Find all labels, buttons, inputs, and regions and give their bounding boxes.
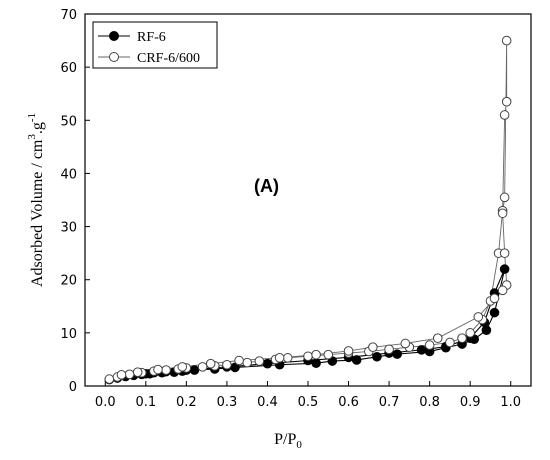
y-tick-label: 20	[60, 274, 77, 289]
data-point-crf6-600	[343, 346, 354, 356]
data-point-rf6	[351, 355, 362, 365]
panel-annotation: (A)	[254, 176, 279, 196]
axis-ticks: 0.0 0.1 0.2 0.3 0.4 0.5 0.6 0.7 0.8 0.9 1.0 0 10 20 30…	[60, 8, 521, 410]
data-point-rf6	[489, 307, 500, 318]
x-tick-label: 0.1	[135, 395, 156, 410]
x-tick-label: 0.6	[338, 395, 359, 410]
data-point-crf6-600	[177, 362, 188, 372]
data-point-crf6-600	[153, 364, 163, 375]
data-point-crf6-600	[303, 351, 313, 362]
x-axis-title-base: P/P	[274, 431, 296, 448]
y-tick-label: 60	[60, 61, 77, 76]
data-point-crf6-600	[124, 369, 135, 380]
x-tick-label: 0.0	[95, 395, 116, 410]
data-point-rf6	[499, 264, 510, 274]
data-point-crf6-600	[489, 293, 500, 304]
series-layer	[104, 35, 512, 385]
legend-marker-rf6	[109, 31, 119, 41]
data-point-crf6-600	[384, 344, 394, 355]
y-axis-title-mid: .g	[29, 122, 46, 134]
x-tick-label: 0.5	[298, 395, 319, 410]
data-point-crf6-600	[242, 357, 252, 368]
y-tick-label: 40	[60, 167, 77, 182]
data-point-crf6-600	[457, 333, 467, 343]
x-tick-label: 1.0	[500, 395, 521, 410]
data-point-crf6-600	[161, 365, 171, 375]
data-point-crf6-600	[274, 353, 285, 363]
data-point-rf6	[311, 358, 321, 368]
y-tick-label: 30	[60, 221, 77, 236]
legend-item-rf6: RF-6	[98, 30, 166, 45]
x-tick-label: 0.8	[419, 395, 440, 410]
data-point-rf6	[416, 345, 427, 355]
data-point-crf6-600	[323, 349, 334, 360]
data-point-crf6-600	[197, 362, 208, 372]
data-point-crf6-600	[104, 374, 115, 384]
data-point-crf6-600	[116, 370, 127, 380]
data-point-crf6-600	[222, 359, 232, 370]
y-axis-title-base: Adsorbed Volume / cm	[29, 139, 46, 287]
data-point-crf6-600	[499, 192, 510, 203]
data-point-crf6-600	[499, 110, 510, 120]
data-point-rf6	[372, 351, 382, 362]
legend: RF-6 CRF-6/600	[92, 21, 218, 69]
y-axis-title: Adsorbed Volume / cm3.g-1	[26, 113, 46, 287]
series-line-crf6-600	[109, 40, 508, 380]
data-point-crf6-600	[497, 208, 508, 219]
x-axis-title: P/P0	[274, 431, 302, 451]
data-point-crf6-600	[282, 353, 293, 363]
data-point-crf6-600	[132, 367, 143, 377]
legend-item-crf6-600: CRF-6/600	[98, 51, 200, 66]
legend-label-rf6: RF-6	[137, 30, 166, 45]
y-axis-title-sup: 3	[26, 134, 38, 140]
data-point-crf6-600	[497, 285, 508, 296]
y-tick-label: 50	[60, 114, 77, 129]
x-tick-label: 0.9	[460, 395, 481, 410]
data-point-crf6-600	[400, 338, 411, 349]
data-point-crf6-600	[311, 349, 321, 360]
plot-frame	[84, 13, 532, 387]
y-axis-title-sup2: -1	[26, 113, 38, 122]
y-tick-label: 10	[60, 327, 77, 342]
x-tick-label: 0.2	[176, 395, 197, 410]
data-point-crf6-600	[465, 328, 475, 338]
data-point-crf6-600	[473, 312, 484, 322]
data-point-crf6-600	[432, 333, 443, 343]
data-point-crf6-600	[205, 358, 216, 369]
data-point-crf6-600	[368, 342, 378, 353]
data-point-rf6	[392, 349, 403, 359]
data-point-crf6-600	[445, 337, 455, 348]
data-point-rf6	[481, 325, 492, 336]
y-tick-label: 70	[60, 8, 77, 23]
data-point-crf6-600	[499, 248, 510, 258]
data-point-rf6	[262, 358, 273, 369]
y-tick-label: 0	[69, 380, 77, 395]
x-tick-label: 0.7	[379, 395, 400, 410]
x-tick-label: 0.3	[217, 395, 238, 410]
data-point-crf6-600	[501, 35, 512, 46]
data-point-crf6-600	[501, 96, 512, 107]
legend-label-crf6-600: CRF-6/600	[137, 51, 200, 66]
data-point-crf6-600	[254, 356, 265, 366]
legend-marker-crf6-600	[109, 52, 119, 62]
data-point-rf6	[189, 365, 200, 375]
x-axis-title-subscript: 0	[296, 439, 302, 451]
data-point-crf6-600	[424, 340, 435, 350]
data-point-crf6-600	[234, 355, 244, 366]
x-tick-label: 0.4	[257, 395, 278, 410]
